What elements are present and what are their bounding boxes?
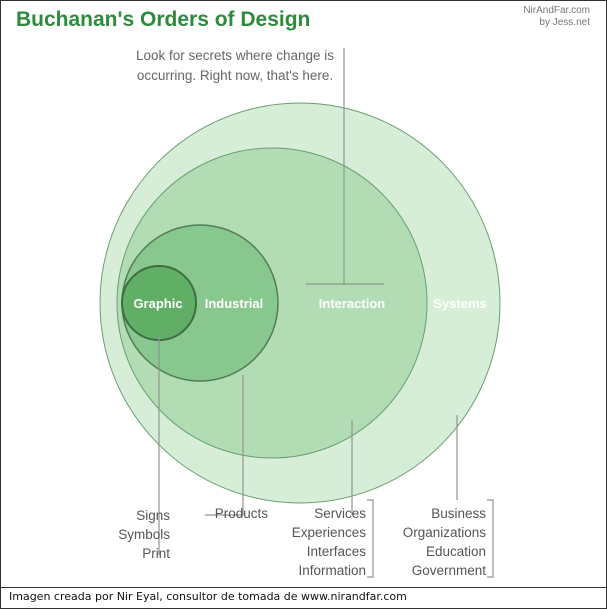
label-systems: Systems bbox=[433, 296, 486, 311]
graphic-example: Print bbox=[142, 546, 170, 561]
interaction-example: Services bbox=[314, 506, 366, 521]
image-caption: Imagen creada por Nir Eyal, consultor de… bbox=[9, 590, 407, 603]
graphic-example: Signs bbox=[136, 508, 170, 523]
industrial-connector bbox=[205, 375, 244, 516]
systems-example: Business bbox=[431, 506, 486, 521]
systems-example: Education bbox=[426, 544, 486, 559]
caption-divider bbox=[1, 587, 606, 588]
industrial-example: Products bbox=[215, 506, 269, 521]
credit-line-2: by Jess.net bbox=[539, 17, 590, 28]
credit-line-1: NirAndFar.com bbox=[523, 5, 590, 16]
interaction-example: Information bbox=[298, 563, 366, 578]
interaction-example: Experiences bbox=[292, 525, 367, 540]
interaction-example: Interfaces bbox=[307, 544, 367, 559]
interaction-bracket bbox=[367, 499, 374, 578]
callout-line-2: occurring. Right now, that's here. bbox=[137, 68, 333, 83]
callout-line-1: Look for secrets where change is bbox=[136, 48, 334, 63]
callout-connector bbox=[306, 48, 384, 285]
connector-lines bbox=[158, 48, 494, 578]
systems-bracket bbox=[487, 499, 494, 578]
circle-systems bbox=[99, 102, 501, 504]
label-graphic: Graphic bbox=[133, 296, 182, 311]
title: Buchanan's Orders of Design bbox=[16, 8, 310, 31]
systems-example: Government bbox=[412, 563, 487, 578]
graphic-example: Symbols bbox=[118, 527, 170, 542]
systems-example: Organizations bbox=[403, 525, 487, 540]
label-interaction: Interaction bbox=[319, 296, 386, 311]
label-industrial: Industrial bbox=[205, 296, 264, 311]
